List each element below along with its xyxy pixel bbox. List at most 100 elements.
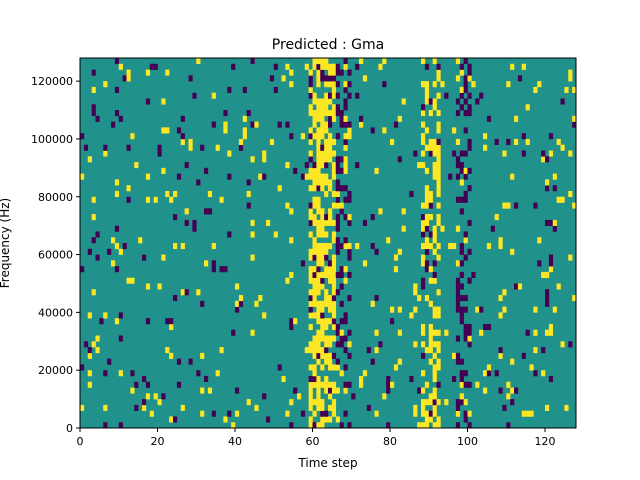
heatmap-cell bbox=[463, 75, 468, 82]
heatmap-cell bbox=[161, 98, 166, 105]
heatmap-cell bbox=[184, 219, 189, 226]
heatmap-cell bbox=[176, 358, 182, 365]
heatmap-cell bbox=[397, 156, 402, 163]
heatmap-cell bbox=[335, 329, 340, 336]
heatmap-cell bbox=[343, 277, 348, 284]
heatmap-cell bbox=[359, 115, 364, 122]
heatmap-cell bbox=[111, 260, 116, 267]
heatmap-cell bbox=[436, 341, 441, 348]
heatmap-cell bbox=[331, 260, 337, 267]
heatmap-cell bbox=[254, 404, 259, 411]
heatmap-cell bbox=[324, 387, 329, 394]
heatmap-cell bbox=[521, 150, 526, 157]
heatmap-cell bbox=[335, 92, 340, 99]
heatmap-cell bbox=[335, 185, 340, 192]
heatmap-cell bbox=[328, 271, 333, 278]
heatmap-cell bbox=[455, 173, 461, 180]
heatmap-cell bbox=[235, 410, 240, 417]
heatmap-cell bbox=[320, 219, 325, 226]
heatmap-cell bbox=[436, 144, 441, 151]
heatmap-cell bbox=[95, 254, 100, 261]
heatmap-cell bbox=[316, 185, 321, 192]
heatmap-cell bbox=[145, 393, 151, 400]
heatmap-cell bbox=[320, 214, 325, 221]
heatmap-cell bbox=[114, 225, 120, 232]
heatmap-cell bbox=[483, 323, 488, 331]
heatmap-cell bbox=[173, 190, 178, 198]
heatmap-cell bbox=[308, 271, 313, 278]
heatmap-cell bbox=[316, 219, 321, 226]
heatmap-cell bbox=[219, 196, 224, 203]
heatmap-cell bbox=[452, 352, 457, 359]
heatmap-cell bbox=[347, 219, 352, 226]
heatmap-cell bbox=[320, 352, 325, 359]
heatmap-cell bbox=[455, 399, 461, 406]
heatmap-cell bbox=[103, 404, 108, 411]
heatmap-cell bbox=[374, 167, 379, 174]
heatmap-cell bbox=[262, 156, 267, 163]
heatmap-cell bbox=[421, 422, 426, 429]
heatmap-cell bbox=[335, 196, 340, 203]
heatmap-cell bbox=[312, 370, 317, 377]
heatmap-cell bbox=[316, 231, 321, 238]
heatmap-cell bbox=[428, 347, 433, 354]
heatmap-cell bbox=[80, 173, 85, 180]
heatmap-cell bbox=[428, 190, 433, 198]
heatmap-cell bbox=[192, 92, 197, 99]
heatmap-cell bbox=[215, 370, 220, 377]
heatmap-cell bbox=[134, 404, 139, 411]
y-tick-label: 60000 bbox=[38, 249, 73, 262]
heatmap-cell bbox=[180, 115, 185, 122]
heatmap-cell bbox=[316, 335, 321, 342]
heatmap-cell bbox=[421, 150, 426, 157]
heatmap-cell bbox=[324, 254, 329, 261]
heatmap-cell bbox=[339, 243, 344, 250]
heatmap-cell bbox=[413, 283, 418, 290]
heatmap-cell bbox=[413, 306, 418, 313]
heatmap-cell bbox=[142, 375, 147, 383]
heatmap-cell bbox=[308, 404, 313, 411]
heatmap-cell bbox=[359, 121, 364, 128]
heatmap-cell bbox=[200, 144, 205, 151]
heatmap-cell bbox=[312, 202, 317, 209]
heatmap-cell bbox=[525, 410, 530, 417]
heatmap-cell bbox=[126, 185, 131, 192]
heatmap-cell bbox=[424, 202, 430, 209]
heatmap-cell bbox=[320, 323, 325, 331]
heatmap-cell bbox=[316, 162, 321, 169]
heatmap-cell bbox=[459, 399, 464, 406]
heatmap-cell bbox=[114, 190, 120, 198]
heatmap-cell bbox=[552, 185, 557, 192]
x-axis-label: Time step bbox=[297, 456, 357, 470]
heatmap-cell bbox=[316, 58, 321, 65]
heatmap-cell bbox=[308, 208, 313, 215]
heatmap-cell bbox=[455, 75, 461, 82]
heatmap-cell bbox=[142, 399, 147, 406]
heatmap-cell bbox=[308, 399, 313, 406]
heatmap-cell bbox=[320, 318, 325, 325]
heatmap-cell bbox=[552, 219, 557, 226]
heatmap-cell bbox=[436, 219, 441, 226]
heatmap-cell bbox=[316, 283, 321, 290]
heatmap-cell bbox=[293, 387, 298, 394]
heatmap-cell bbox=[227, 231, 232, 238]
heatmap-cell bbox=[339, 156, 344, 163]
heatmap-cell bbox=[161, 127, 166, 134]
heatmap-cell bbox=[312, 110, 317, 117]
heatmap-cell bbox=[428, 110, 433, 117]
heatmap-cell bbox=[324, 335, 329, 342]
heatmap-cell bbox=[134, 381, 139, 388]
heatmap-cell bbox=[324, 144, 329, 151]
heatmap-cell bbox=[455, 58, 461, 65]
heatmap-cell bbox=[312, 92, 317, 99]
heatmap-cell bbox=[83, 341, 89, 348]
heatmap-cell bbox=[169, 318, 174, 325]
heatmap-cell bbox=[452, 127, 457, 134]
heatmap-cell bbox=[545, 404, 550, 411]
heatmap-cell bbox=[331, 173, 337, 180]
heatmap-cell bbox=[312, 237, 317, 244]
heatmap-cell bbox=[126, 144, 131, 151]
heatmap-cell bbox=[436, 399, 441, 406]
heatmap-cell bbox=[316, 248, 321, 255]
heatmap-cell bbox=[83, 144, 89, 151]
